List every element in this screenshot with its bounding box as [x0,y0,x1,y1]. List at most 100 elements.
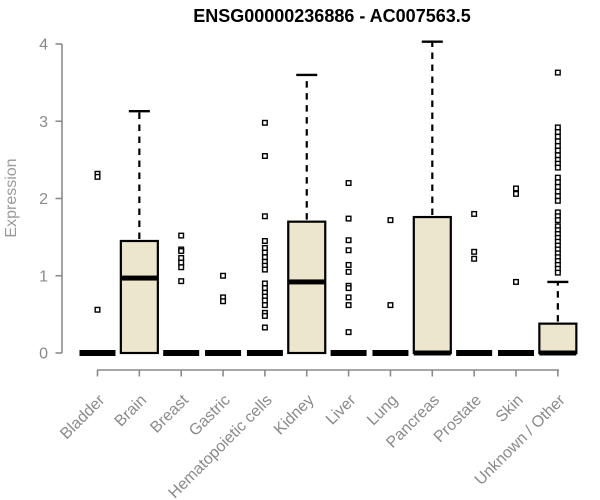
median-line [539,350,577,356]
outlier-point [94,173,101,180]
outlier-point [261,249,268,256]
outlier-point [345,261,352,268]
x-tick-label: Brain [112,392,150,430]
boxplot-breast [163,350,200,356]
outlier-point [261,285,268,292]
outlier-point [345,294,352,301]
zero-median-bar [456,350,493,356]
boxplot-unknown-other [538,280,578,356]
outlier-point [554,133,561,140]
outlier-point [554,124,561,131]
median-line [288,279,326,285]
outlier-point [220,298,227,305]
x-tick-label: Bladder [57,391,108,442]
outlier-point [178,254,185,261]
outlier-point [554,164,561,171]
outlier-point [345,215,352,222]
chart-title: ENSG00000236886 - AC007563.5 [193,6,471,26]
boxplot-gastric [205,350,242,356]
outlier-point [261,254,268,261]
outlier-point [554,193,561,200]
outlier-point [387,217,394,224]
box [538,322,578,355]
outlier-point [261,297,268,304]
boxes-layer [79,40,578,356]
outlier-point [554,269,561,276]
outlier-point [345,268,352,275]
outlier-point [345,302,352,309]
outlier-point [471,210,478,217]
outlier-point [554,183,561,190]
outlier-point [178,278,185,285]
outlier-point [554,217,561,224]
outlier-point [554,152,561,159]
boxplot-prostate [456,350,493,356]
x-tick-label: Skin [493,392,527,426]
outlier-point [345,329,352,336]
outlier-point [554,174,561,181]
boxplot-kidney [287,73,327,355]
outlier-point [178,248,185,255]
zero-median-bar [246,350,283,356]
y-tick-label: 3 [39,114,48,131]
outlier-point [345,237,352,244]
boxplot-hematopoietic-cells [246,350,283,356]
boxplot-bladder [79,350,116,356]
outlier-point [513,190,520,197]
zero-median-bar [372,350,409,356]
outlier-point [345,285,352,292]
box [412,215,452,355]
x-tick-label: Lung [364,392,401,429]
outlier-point [387,302,394,309]
outlier-point [178,264,185,271]
outlier-point [554,147,561,154]
outlier-point [94,306,101,313]
outlier-point [261,213,268,220]
outlier-point [471,248,478,255]
outlier-point [261,324,268,331]
outlier-point [554,138,561,145]
outlier-point [178,232,185,239]
outlier-point [261,153,268,160]
outlier-point [261,302,268,309]
outlier-point [554,188,561,195]
outliers-layer [94,69,561,336]
y-tick-label: 2 [39,191,48,208]
outlier-point [261,312,268,319]
outlier-point [261,280,268,287]
outlier-point [554,197,561,204]
box [287,220,327,355]
x-tick-label: Liver [323,391,360,428]
median-line [413,350,451,356]
outlier-point [513,278,520,285]
median-line [120,275,158,281]
zero-median-bar [330,350,367,356]
outlier-point [345,180,352,187]
zero-median-bar [498,350,534,356]
outlier-point [554,129,561,136]
outlier-point [554,69,561,76]
y-tick-label: 4 [39,37,48,54]
boxplot-pancreas [412,40,452,356]
outlier-point [513,185,520,192]
y-tick-label: 0 [39,346,48,363]
outlier-point [345,247,352,254]
outlier-point [261,237,268,244]
outlier-point [178,259,185,266]
x-tick-label: Breast [147,391,192,436]
outlier-point [261,119,268,126]
outlier-point [220,272,227,279]
outlier-point [471,255,478,262]
outlier-point [261,244,268,251]
zero-median-bar [205,350,242,356]
boxplot-lung [372,350,409,356]
outlier-point [554,142,561,149]
box [119,239,159,355]
boxplot-brain [119,110,159,355]
outlier-point [261,266,268,273]
outlier-point [554,179,561,186]
zero-median-bar [79,350,116,356]
boxplot-skin [498,350,534,356]
